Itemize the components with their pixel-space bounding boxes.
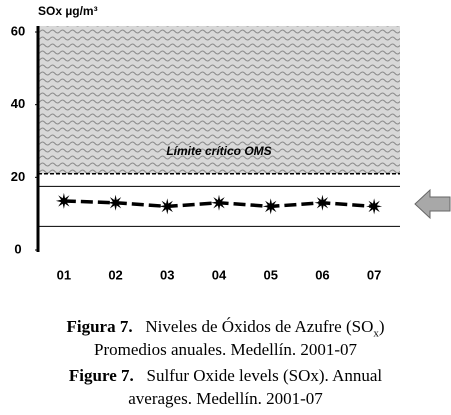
arrow [414, 188, 451, 220]
y-tick-label: 40 [11, 96, 25, 111]
data-point [107, 194, 124, 211]
x-tick-label: 05 [263, 267, 277, 282]
caption-text: Niveles de Óxidos de Azufre (SO [145, 317, 374, 336]
data-point [366, 198, 383, 215]
data-point [211, 194, 227, 211]
y-tick-label: 60 [11, 23, 25, 38]
caption-label: Figura 7. [66, 317, 133, 336]
limit-label: Límite crítico OMS [166, 144, 271, 158]
x-tick-label: 01 [57, 267, 71, 282]
x-tick-label: 02 [108, 267, 122, 282]
caption-line: Figure 7. Sulfur Oxide levels (SOx). Ann… [0, 366, 451, 386]
caption-text: Sulfur Oxide levels (SOx). Annual [146, 366, 383, 385]
y-tick-label: 0 [14, 241, 21, 256]
caption-text: ) [378, 317, 385, 336]
x-tick-label: 04 [212, 267, 227, 282]
data-point [159, 198, 176, 215]
caption-line: averages. Medellín. 2001-07 [128, 389, 323, 408]
data-point [314, 194, 331, 211]
data-point [55, 192, 72, 209]
x-tick-label: 03 [160, 267, 174, 282]
y-tick-label: 20 [11, 169, 25, 184]
y-axis-label: SOx µg/m³ [38, 4, 98, 18]
limit-zone [38, 26, 400, 174]
x-tick-label: 06 [315, 267, 329, 282]
plot: Límite crítico OMS 0 20 40 60 01 02 03 04 05 06 07 [11, 23, 400, 282]
caption-sub: x [373, 327, 379, 340]
caption-label: Figure 7. [68, 366, 134, 385]
caption-line: Promedios anuales. Medellín. 2001-07 [94, 340, 357, 359]
data-point [262, 198, 279, 215]
x-tick-label: 07 [367, 267, 381, 282]
caption-line: Figura 7. Niveles de Óxidos de Azufre (S… [0, 317, 451, 343]
chart: SOx µg/m³ Límite crítico OMS 0 20 40 60 01 02 0… [11, 4, 451, 282]
